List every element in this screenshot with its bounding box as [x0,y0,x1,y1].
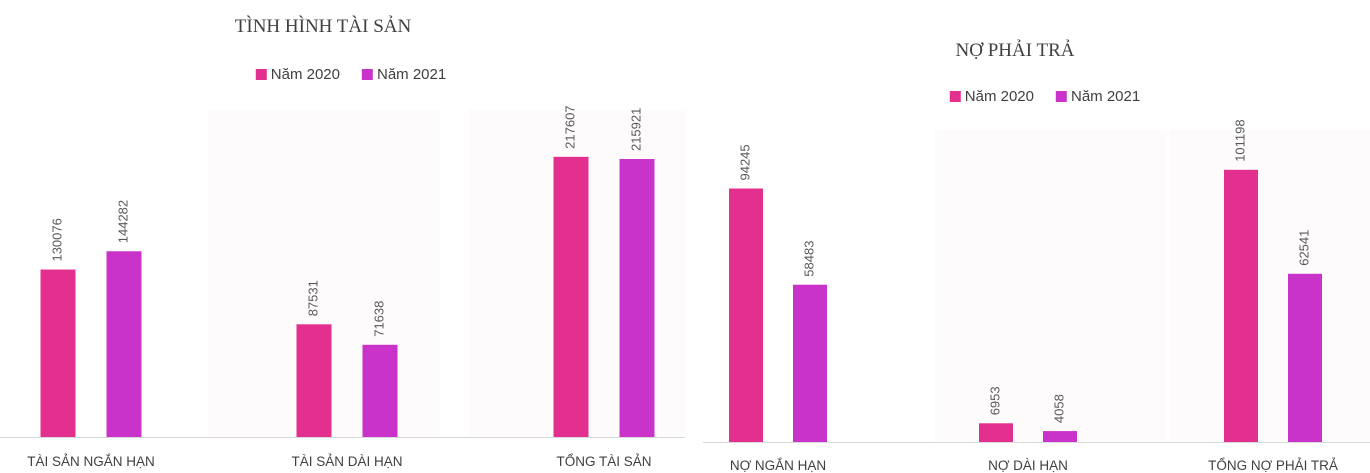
category-band [1169,130,1370,442]
data-label: 217607 [562,105,577,148]
category-label: TỔNG TÀI SẢN [556,454,651,469]
category-label: TỔNG NỢ PHẢI TRẢ [1208,458,1338,473]
data-label: 6953 [987,386,1002,415]
category-label: TÀI SẢN NGẮN HẠN [27,454,155,469]
legend: Năm 2020 Năm 2021 [255,66,446,83]
legend-swatch-2020 [949,91,961,102]
category-label: NỢ NGẮN HẠN [730,458,826,473]
data-label: 58483 [801,241,816,277]
data-label: 62541 [1296,230,1311,266]
legend-label-2021: Năm 2021 [377,66,447,83]
legend: Năm 2020 Năm 2021 [949,88,1140,105]
legend-item-2021: Năm 2021 [1056,88,1140,105]
bar [553,156,589,437]
chart-title: NỢ PHẢI TRẢ [955,40,1075,61]
plot-area: 94245 58483 NỢ NGẮN HẠN 6953 4058 NỢ DÀI HẠN 1… [703,119,1370,473]
data-label: 71638 [371,301,386,337]
bar [106,251,142,437]
legend-swatch-2020 [255,69,267,80]
legend-label-2021: Năm 2021 [1071,88,1141,105]
data-label: 130076 [49,218,64,261]
data-label: 94245 [737,144,752,180]
data-label: 215921 [628,108,643,151]
bar [1288,273,1322,442]
bar [729,188,763,442]
category-label: TÀI SẢN DÀI HẠN [291,454,402,469]
bar [979,423,1013,442]
plot-area: 130076 144282 TÀI SẢN NGẮN HẠN 87531 71638 TÀ… [0,105,685,469]
bar [296,324,332,437]
bar [619,159,655,438]
data-label: 87531 [305,280,320,316]
data-label: 4058 [1051,394,1066,423]
legend-item-2021: Năm 2021 [362,66,446,83]
data-label: 101198 [1232,119,1247,161]
legend-swatch-2021 [1056,91,1067,102]
legend-item-2020: Năm 2020 [255,66,340,83]
chart-title: TÌNH HÌNH TÀI SẢN [234,16,412,37]
bar [362,344,398,437]
chart-no-phai-tra: NỢ PHẢI TRẢ Năm 2020 Năm 2021 94245 58483… [685,0,1370,473]
bar [1224,169,1258,443]
chart-tinh-hinh-tai-san: TÌNH HÌNH TÀI SẢN Năm 2020 Năm 2021 1300… [0,16,685,469]
bar [1043,431,1077,442]
bar [793,284,827,442]
legend-swatch-2021 [362,69,373,80]
bar [40,269,76,437]
legend-label-2020: Năm 2020 [964,88,1034,105]
category-label: NỢ DÀI HẠN [988,458,1068,473]
category-band [935,130,1165,442]
data-label: 144282 [115,200,130,243]
legend-label-2020: Năm 2020 [270,66,340,83]
legend-item-2020: Năm 2020 [949,88,1034,105]
